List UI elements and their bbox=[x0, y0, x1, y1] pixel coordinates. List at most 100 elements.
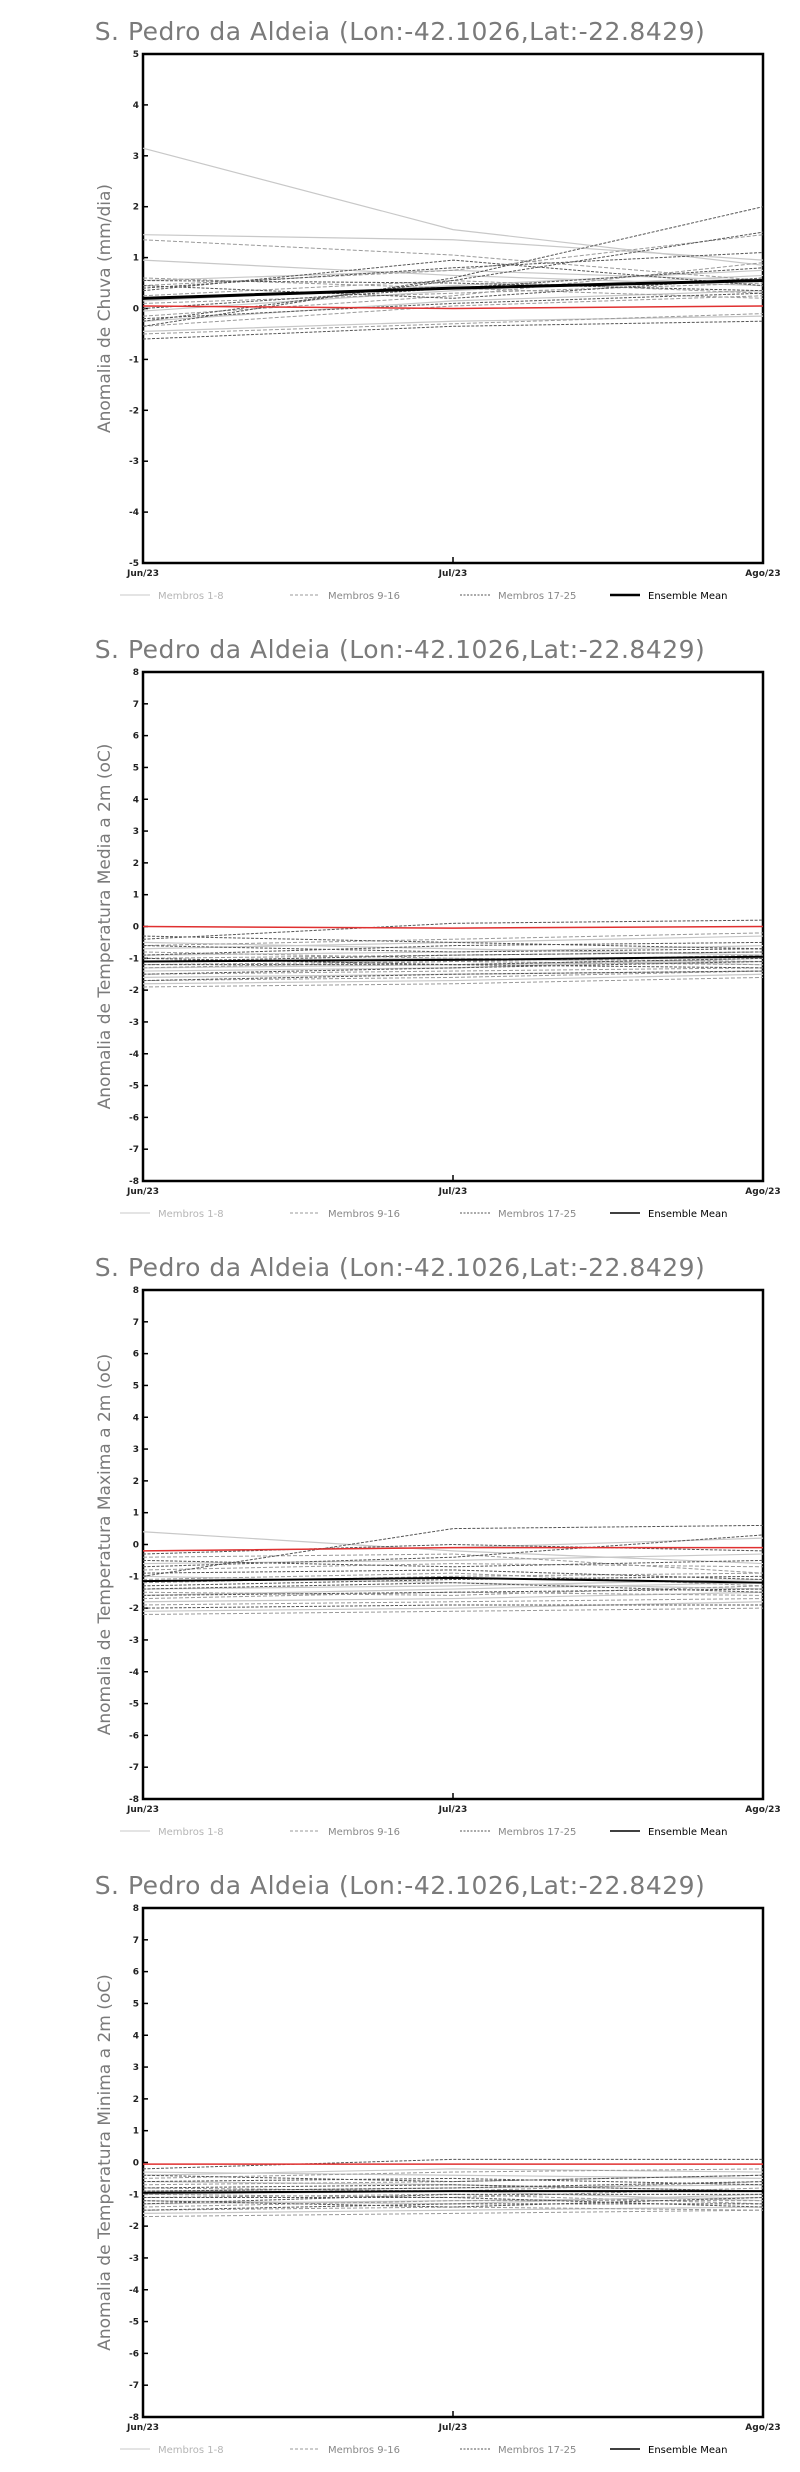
y-tick-label: 6 bbox=[133, 732, 139, 742]
y-tick-label: 4 bbox=[133, 2031, 139, 2041]
member-line-9-16 bbox=[142, 1598, 764, 1606]
member-line-17-25 bbox=[142, 206, 764, 327]
observed-line bbox=[142, 305, 764, 310]
legend-item-membros-17-25-label: Membros 17-25 bbox=[498, 591, 576, 602]
y-tick-label: -4 bbox=[129, 508, 139, 518]
legend-item-membros-9-16-label: Membros 9-16 bbox=[328, 2445, 400, 2456]
y-tick-label: -2 bbox=[129, 986, 139, 996]
member-line-1-8 bbox=[142, 2180, 764, 2192]
member-line-9-16 bbox=[142, 976, 764, 988]
y-tick-label: 2 bbox=[133, 859, 139, 869]
x-tick-label: Ago/23 bbox=[745, 1805, 780, 1815]
chart-svg: S. Pedro da Aldeia (Lon:-42.1026,Lat:-22… bbox=[95, 1253, 781, 1838]
member-line-9-16 bbox=[142, 239, 764, 282]
member-line-1-8 bbox=[142, 957, 764, 972]
y-tick-label: -5 bbox=[129, 1700, 139, 1710]
legend: Membros 1-8 Membros 9-16 Membros 17-25 Ense… bbox=[120, 1827, 727, 1838]
member-line-1-8 bbox=[142, 234, 764, 261]
member-line-9-16 bbox=[142, 951, 764, 959]
ensemble-mean-line bbox=[142, 1576, 764, 1584]
x-tick-label: Jun/23 bbox=[126, 1187, 159, 1197]
chart-title: S. Pedro da Aldeia (Lon:-42.1026,Lat:-22… bbox=[95, 635, 706, 664]
y-tick-label: 1 bbox=[133, 891, 139, 901]
member-line-9-16 bbox=[142, 970, 764, 982]
y-tick-label: -8 bbox=[129, 1795, 139, 1805]
chart-title: S. Pedro da Aldeia (Lon:-42.1026,Lat:-22… bbox=[95, 1253, 706, 1282]
x-tick-label: Ago/23 bbox=[745, 1187, 780, 1197]
member-line-1-8 bbox=[142, 290, 764, 322]
plot-frame bbox=[141, 1906, 765, 2419]
observed-line bbox=[142, 1546, 763, 1552]
legend-item-membros-9-16-label: Membros 9-16 bbox=[328, 1827, 400, 1838]
x-tick-label: Ago/23 bbox=[745, 2423, 780, 2433]
y-tick-label: 5 bbox=[133, 50, 139, 60]
y-tick-label: 0 bbox=[133, 305, 139, 315]
x-tick-label: Jul/23 bbox=[438, 2423, 468, 2433]
y-tick-label: 6 bbox=[133, 1350, 139, 1360]
y-tick-label: 1 bbox=[133, 254, 139, 264]
legend-item-membros-1-8-label: Membros 1-8 bbox=[158, 1827, 224, 1838]
y-tick-label: 6 bbox=[133, 1968, 139, 1978]
member-line-1-8 bbox=[142, 315, 764, 333]
x-tick-label: Jun/23 bbox=[126, 1805, 159, 1815]
y-tick-label: -1 bbox=[129, 2190, 139, 2200]
y-tick-label: -5 bbox=[129, 559, 139, 569]
member-line-9-16 bbox=[142, 313, 764, 335]
y-tick-label: 4 bbox=[133, 101, 139, 111]
y-tick-label: -4 bbox=[129, 1050, 139, 1060]
member-line-9-16 bbox=[142, 280, 764, 297]
ensemble-mean-line bbox=[142, 279, 764, 300]
y-tick-label: -3 bbox=[129, 2254, 139, 2264]
y-tick-label: 3 bbox=[133, 152, 139, 162]
y-tick-label: -2 bbox=[129, 406, 139, 416]
member-line-1-8 bbox=[142, 1553, 764, 1565]
y-tick-label: -1 bbox=[129, 1572, 139, 1582]
y-tick-label: -1 bbox=[129, 954, 139, 964]
member-line-9-16 bbox=[142, 2168, 764, 2179]
chart-svg: S. Pedro da Aldeia (Lon:-42.1026,Lat:-22… bbox=[95, 635, 781, 1220]
member-line-9-16 bbox=[142, 2181, 764, 2192]
chart-title: S. Pedro da Aldeia (Lon:-42.1026,Lat:-22… bbox=[95, 17, 706, 46]
series-group bbox=[142, 2158, 764, 2218]
ensemble-mean-line bbox=[142, 2190, 763, 2194]
member-line-1-8 bbox=[142, 2193, 764, 2205]
member-line-1-8 bbox=[142, 935, 764, 950]
y-axis-label: Anomalia de Chuva (mm/dia) bbox=[95, 184, 115, 433]
legend-item-ensemble-mean-label: Ensemble Mean bbox=[648, 1827, 727, 1838]
member-line-9-16 bbox=[142, 951, 764, 962]
ensemble-mean-line bbox=[142, 955, 764, 963]
legend-item-ensemble-mean-label: Ensemble Mean bbox=[648, 591, 727, 602]
y-tick-label: -8 bbox=[129, 1177, 139, 1187]
chart-panel-chuva: S. Pedro da Aldeia (Lon:-42.1026,Lat:-22… bbox=[0, 0, 800, 618]
y-tick-label: -5 bbox=[129, 1082, 139, 1092]
chart-svg: S. Pedro da Aldeia (Lon:-42.1026,Lat:-22… bbox=[95, 1871, 781, 2456]
legend-item-membros-1-8-label: Membros 1-8 bbox=[158, 1209, 224, 1220]
y-tick-label: 1 bbox=[133, 1509, 139, 1519]
member-line-1-8 bbox=[142, 1531, 764, 1565]
member-line-17-25 bbox=[142, 320, 764, 340]
y-tick-label: -7 bbox=[129, 1145, 139, 1155]
legend-item-membros-17-25-label: Membros 17-25 bbox=[498, 2445, 576, 2456]
y-tick-label: 7 bbox=[133, 1318, 139, 1328]
member-line-9-16 bbox=[142, 932, 764, 947]
member-line-17-25 bbox=[142, 1559, 764, 1568]
y-tick-label: 1 bbox=[133, 2127, 139, 2137]
y-tick-label: -1 bbox=[129, 355, 139, 365]
member-line-9-16 bbox=[142, 2206, 764, 2211]
y-axis-label: Anomalia de Temperatura Media a 2m (oC) bbox=[95, 744, 115, 1110]
y-tick-label: -6 bbox=[129, 1731, 139, 1741]
y-tick-label: -3 bbox=[129, 1018, 139, 1028]
member-line-1-8 bbox=[142, 970, 764, 978]
y-tick-label: -4 bbox=[129, 2286, 139, 2296]
member-line-17-25 bbox=[142, 252, 764, 289]
x-tick-label: Jun/23 bbox=[126, 2423, 159, 2433]
y-tick-label: 8 bbox=[133, 1286, 139, 1296]
y-tick-label: 0 bbox=[133, 2159, 139, 2169]
member-line-17-25 bbox=[142, 231, 764, 322]
legend-item-membros-9-16-label: Membros 9-16 bbox=[328, 1209, 400, 1220]
y-tick-label: 4 bbox=[133, 1413, 139, 1423]
series-group bbox=[142, 147, 764, 340]
member-line-9-16 bbox=[142, 2200, 763, 2208]
member-line-1-8 bbox=[142, 2168, 764, 2176]
chart-panel-temperatura-maxima: S. Pedro da Aldeia (Lon:-42.1026,Lat:-22… bbox=[0, 1236, 800, 1854]
